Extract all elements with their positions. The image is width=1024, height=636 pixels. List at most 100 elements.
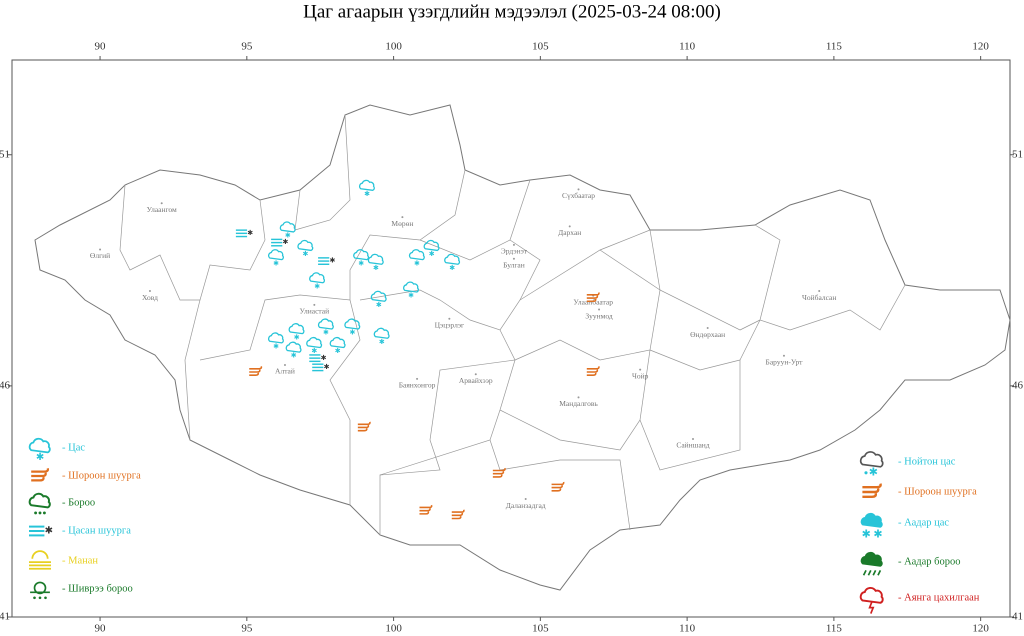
weather-marker: ✱ xyxy=(329,336,346,355)
province-borders xyxy=(119,114,906,535)
lon-tick-label: 110 xyxy=(679,623,696,635)
lat-tick-label: 41 xyxy=(1012,611,1023,623)
legend-label: - Цас xyxy=(62,442,85,453)
icon-line xyxy=(451,509,465,513)
legend-label: - Аадар цас xyxy=(898,517,949,528)
icon-cloud xyxy=(306,336,323,349)
place-dot xyxy=(639,368,642,371)
weather-marker: ✱ xyxy=(235,229,253,238)
place-label: Улаангом xyxy=(147,205,177,214)
icon-flake: ✱ xyxy=(335,347,341,355)
icon-flake: ✱ xyxy=(449,264,455,272)
icon-flake: ✱ xyxy=(45,525,53,536)
place-label: Даланзадгад xyxy=(506,501,546,510)
weather-marker: ✱ xyxy=(408,249,425,267)
icon-bolt xyxy=(868,601,875,614)
icon-flake: ✱ xyxy=(321,354,327,362)
place-label: Сайншанд xyxy=(676,441,709,450)
icon-flake: ✱ xyxy=(247,229,253,237)
icon-cloud xyxy=(329,336,346,349)
icon-cloud xyxy=(859,451,884,468)
icon-line xyxy=(419,511,430,515)
place-dot xyxy=(691,437,694,440)
place-dot xyxy=(568,225,571,228)
lon-tick-label: 105 xyxy=(532,41,549,53)
icon-flake: ✱ xyxy=(329,257,335,265)
icon-line xyxy=(586,372,597,377)
icon-flake: ✱ xyxy=(273,259,279,267)
icon-flake: ✱ xyxy=(294,333,300,341)
weather-marker: ✱ xyxy=(444,253,461,272)
icon-drop xyxy=(42,511,46,515)
icon-cloud xyxy=(359,179,375,191)
icon-cloud xyxy=(268,332,284,344)
icon-cloud xyxy=(28,437,51,454)
icon-line xyxy=(451,512,464,517)
weather-marker xyxy=(357,421,371,432)
weather-marker: ✱ xyxy=(268,249,284,267)
lat-tick-label: 46 xyxy=(1012,379,1024,391)
icon-cloud xyxy=(279,221,296,233)
icon-line xyxy=(862,483,882,489)
weather-marker xyxy=(451,509,465,520)
icon-line xyxy=(862,492,878,499)
icon-line xyxy=(586,295,599,299)
icon-drop xyxy=(38,596,42,600)
icon-line xyxy=(419,504,433,509)
weather-icon: ✱ xyxy=(859,451,884,478)
icon-cloud xyxy=(288,323,305,335)
place-label: Алтай xyxy=(275,367,295,376)
legend-label: - Цасан шуурга xyxy=(62,525,131,536)
weather-marker: ✱ xyxy=(279,221,296,240)
map-title: Цаг агаарын үзэгдлийн мэдээлэл (2025-03-… xyxy=(303,1,721,22)
legend-label: - Аянга цахилгаан xyxy=(898,592,980,603)
icon-line xyxy=(586,298,597,303)
place-dot xyxy=(524,498,527,501)
icon-line xyxy=(551,481,565,486)
icon-flake: ✱ xyxy=(349,329,355,337)
weather-icon xyxy=(28,492,51,515)
lon-tick-label: 95 xyxy=(241,623,253,635)
place-dot xyxy=(577,396,580,399)
lat-tick-label: 46 xyxy=(0,379,11,391)
weather-marker: ✱ xyxy=(297,239,314,258)
place-dot xyxy=(706,327,709,330)
weather-marker: ✱ xyxy=(309,354,327,363)
icon-cloud xyxy=(860,551,883,567)
place-label: Зуунмод xyxy=(585,311,613,320)
weather-marker: ✱ xyxy=(309,272,326,290)
icon-line xyxy=(492,467,506,472)
icon-sun xyxy=(31,550,49,559)
lat-tick-label: 41 xyxy=(0,611,10,623)
icon-flake: ✱ xyxy=(303,250,309,258)
legend-label: - Бороо xyxy=(62,497,95,508)
icon-flake: ✱ xyxy=(323,329,329,337)
icon-flake: ✱ xyxy=(291,352,297,360)
icon-flake: ✱ xyxy=(364,190,370,198)
icon-drop xyxy=(33,596,36,600)
icon-line xyxy=(357,428,368,432)
place-dot xyxy=(474,373,477,376)
lat-tick-label: 51 xyxy=(0,148,10,160)
icon-line xyxy=(586,292,600,296)
place-label: Чойбалсан xyxy=(802,293,836,302)
weather-marker: ✱ xyxy=(268,332,284,351)
icon-drop xyxy=(44,596,47,600)
lon-tick-label: 110 xyxy=(679,41,696,53)
lon-tick-label: 90 xyxy=(95,623,107,635)
icon-drop xyxy=(34,511,38,515)
icon-cloud xyxy=(408,249,425,261)
place-label: Улиастай xyxy=(300,307,330,316)
icon-flake: ✱ xyxy=(414,259,420,267)
place-dot xyxy=(99,248,102,251)
lon-tick-label: 95 xyxy=(241,41,253,53)
weather-marker xyxy=(492,467,506,478)
place-label: Арвайхээр xyxy=(459,376,493,385)
legend-label: - Нойтон цас xyxy=(898,456,956,467)
place-label: Өндөрхаан xyxy=(690,330,725,339)
place-dot xyxy=(448,317,451,320)
icon-cloud xyxy=(370,290,387,302)
weather-marker xyxy=(419,504,433,515)
icon-line xyxy=(31,476,45,482)
legend-label: - Манан xyxy=(62,555,98,566)
